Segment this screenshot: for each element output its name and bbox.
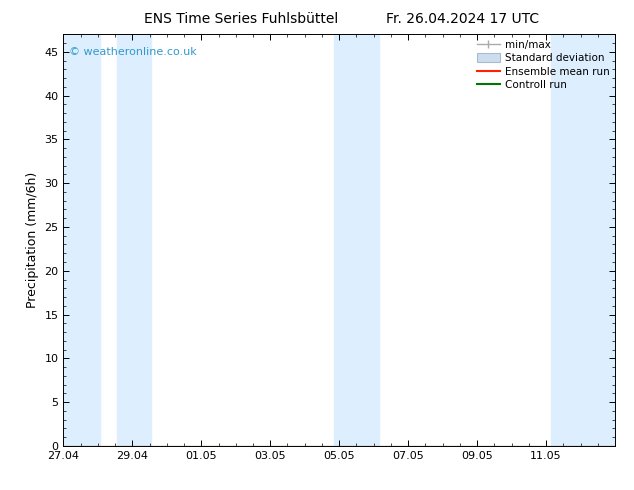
Bar: [551, 34, 615, 446]
Legend: min/max, Standard deviation, Ensemble mean run, Controll run: min/max, Standard deviation, Ensemble me…: [477, 40, 610, 91]
Bar: [117, 34, 152, 446]
Y-axis label: Precipitation (mm/6h): Precipitation (mm/6h): [26, 172, 39, 308]
Bar: [334, 34, 379, 446]
Text: ENS Time Series Fuhlsbüttel: ENS Time Series Fuhlsbüttel: [144, 12, 338, 26]
Bar: [63, 34, 100, 446]
Text: © weatheronline.co.uk: © weatheronline.co.uk: [69, 47, 197, 57]
Text: Fr. 26.04.2024 17 UTC: Fr. 26.04.2024 17 UTC: [386, 12, 540, 26]
